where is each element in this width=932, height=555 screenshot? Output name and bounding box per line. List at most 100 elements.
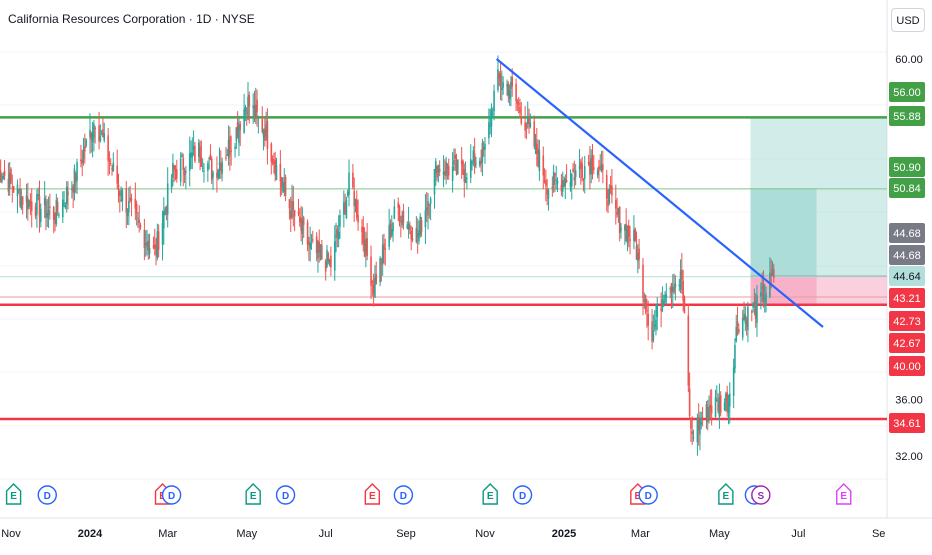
event-letter: E xyxy=(487,491,494,502)
candle-body xyxy=(136,204,138,213)
candle-body xyxy=(76,162,78,181)
price-label-text: 42.67 xyxy=(893,338,921,350)
candle-body xyxy=(421,220,423,232)
candle-body xyxy=(248,95,250,107)
candle-body xyxy=(131,198,133,200)
event-letter: E xyxy=(723,491,730,502)
candle-body xyxy=(234,147,236,149)
candle-body xyxy=(289,199,291,208)
candle-body xyxy=(48,210,50,215)
dividend-event-icon[interactable]: D xyxy=(514,486,532,504)
price-label: 42.73 xyxy=(889,311,925,331)
candle-body xyxy=(230,151,232,152)
candle-body xyxy=(409,225,411,230)
price-label-text: 44.68 xyxy=(893,228,921,240)
candle-body xyxy=(593,167,595,169)
candle-body xyxy=(181,155,183,157)
candle-body xyxy=(403,211,405,223)
candle-body xyxy=(760,292,762,296)
candle-body xyxy=(655,320,657,329)
candle-body xyxy=(693,438,695,439)
candle-body xyxy=(634,229,636,241)
candle-body xyxy=(294,210,296,216)
candle-body xyxy=(684,297,686,314)
candle-body xyxy=(394,206,396,218)
event-letter: D xyxy=(400,491,407,502)
candle-body xyxy=(638,249,640,260)
candle-body xyxy=(225,157,227,158)
event-letter: E xyxy=(250,491,257,502)
candle-body xyxy=(312,239,314,240)
event-letter: E xyxy=(10,491,17,502)
candle-body xyxy=(17,185,19,197)
candle-body xyxy=(2,176,4,179)
candle-body xyxy=(118,185,120,188)
candle-body xyxy=(258,116,260,117)
candle-body xyxy=(501,87,503,90)
dividend-event-icon[interactable]: D xyxy=(163,486,181,504)
candle-body xyxy=(40,209,42,222)
candle-body xyxy=(194,146,196,162)
candle-body xyxy=(628,225,630,237)
candle-body xyxy=(239,124,241,129)
candle-body xyxy=(528,118,530,124)
candle-body xyxy=(107,135,109,160)
dividend-event-icon[interactable]: D xyxy=(277,486,295,504)
candle-body xyxy=(434,169,436,195)
candle-body xyxy=(276,165,278,180)
candle-body xyxy=(119,191,121,196)
dividend-event-icon[interactable]: D xyxy=(394,486,412,504)
candle-body xyxy=(207,164,209,171)
candle-body xyxy=(13,186,15,193)
event-letter: D xyxy=(282,491,289,502)
x-tick-label: 2025 xyxy=(552,528,576,540)
candle-body xyxy=(629,239,631,241)
candle-body xyxy=(482,143,484,162)
candle-body xyxy=(492,113,494,114)
candle-body xyxy=(484,144,486,150)
candle-body xyxy=(93,124,95,138)
dividend-event-icon[interactable]: D xyxy=(639,486,657,504)
candle-body xyxy=(243,109,245,132)
candle-body xyxy=(67,192,69,196)
candle-body xyxy=(584,166,586,179)
candle-body xyxy=(176,169,178,179)
candle-body xyxy=(109,160,111,161)
candle-body xyxy=(281,178,283,187)
candle-body xyxy=(62,200,64,218)
x-tick-label: Nov xyxy=(475,528,495,540)
candle-body xyxy=(738,329,740,332)
candle-body xyxy=(571,174,573,186)
currency-button[interactable]: USD xyxy=(891,8,925,32)
candle-body xyxy=(339,215,341,227)
candle-body xyxy=(430,198,432,203)
candle-body xyxy=(690,421,692,429)
candle-body xyxy=(720,395,722,412)
candle-body xyxy=(267,121,269,149)
dividend-event-icon[interactable]: D xyxy=(38,486,56,504)
chart-title: California Resources Corporation · 1D · … xyxy=(8,12,255,26)
candle-body xyxy=(471,161,473,164)
candle-body xyxy=(217,170,219,179)
candle-body xyxy=(412,238,414,240)
candle-body xyxy=(37,194,39,196)
candle-body xyxy=(645,295,647,310)
x-tick-label: Mar xyxy=(158,528,177,540)
candle-body xyxy=(699,419,701,434)
x-tick-label: 2024 xyxy=(78,528,103,540)
candle-body xyxy=(22,196,24,204)
candle-body xyxy=(110,163,112,164)
price-label-text: 44.68 xyxy=(893,250,921,262)
price-label: 44.68 xyxy=(889,245,925,265)
candle-body xyxy=(321,245,323,260)
candle-body xyxy=(383,243,385,248)
candle-body xyxy=(675,284,677,288)
candle-body xyxy=(520,117,522,123)
candle-body xyxy=(425,210,427,227)
profit-zone-inner xyxy=(750,188,816,276)
candle-body xyxy=(202,168,204,169)
candle-body xyxy=(474,153,476,167)
split-event-icon[interactable]: S xyxy=(752,486,770,504)
candle-body xyxy=(515,84,517,101)
